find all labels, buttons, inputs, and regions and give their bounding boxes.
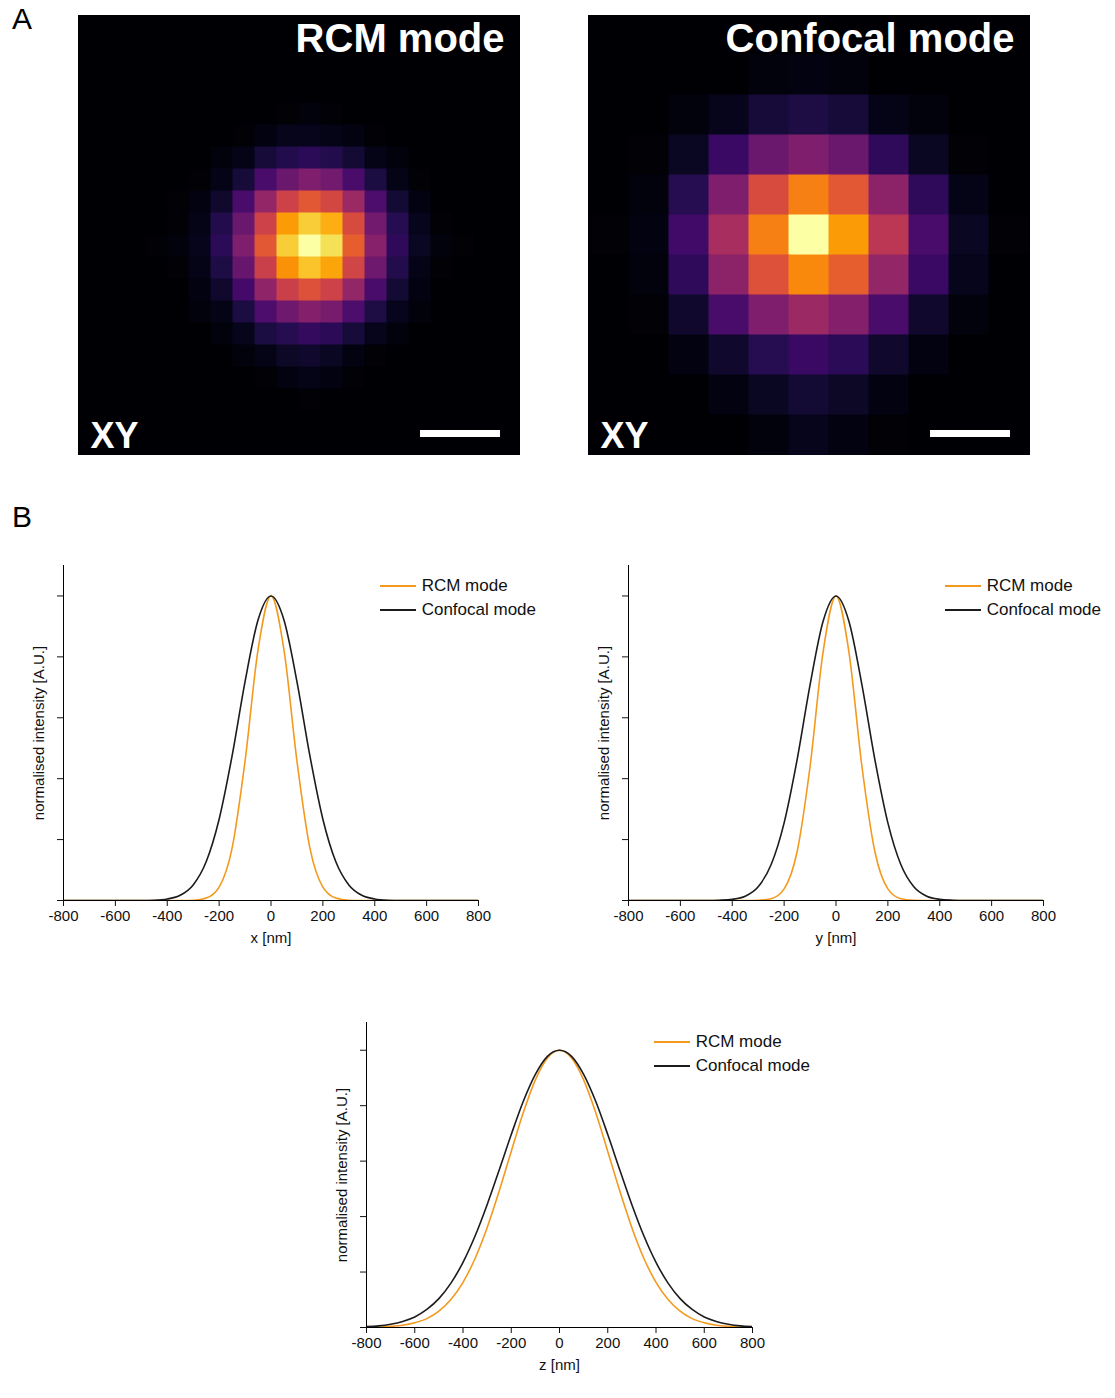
svg-text:XY: XY bbox=[91, 415, 139, 456]
svg-text:RCM mode: RCM mode bbox=[296, 16, 505, 60]
svg-text:400: 400 bbox=[643, 1334, 668, 1351]
svg-text:-400: -400 bbox=[717, 907, 747, 924]
svg-text:200: 200 bbox=[595, 1334, 620, 1351]
svg-text:400: 400 bbox=[927, 907, 952, 924]
svg-text:z [nm]: z [nm] bbox=[539, 1356, 580, 1373]
svg-text:-400: -400 bbox=[152, 907, 182, 924]
svg-text:200: 200 bbox=[310, 907, 335, 924]
svg-text:-600: -600 bbox=[100, 907, 130, 924]
html-text:RCM mode: RCM mode bbox=[986, 576, 1073, 595]
svg-text:800: 800 bbox=[1031, 907, 1056, 924]
svg-text:x [nm]: x [nm] bbox=[251, 929, 292, 946]
html-text:Confocal mode: Confocal mode bbox=[421, 600, 536, 619]
html-text:Confocal mode: Confocal mode bbox=[695, 1056, 810, 1075]
svg-text:600: 600 bbox=[414, 907, 439, 924]
svg-text:-400: -400 bbox=[448, 1334, 478, 1351]
svg-text:0: 0 bbox=[832, 907, 840, 924]
svg-text:-600: -600 bbox=[665, 907, 695, 924]
svg-text:800: 800 bbox=[740, 1334, 765, 1351]
svg-text:-800: -800 bbox=[351, 1334, 381, 1351]
svg-text:-600: -600 bbox=[400, 1334, 430, 1351]
svg-text:600: 600 bbox=[692, 1334, 717, 1351]
svg-text:normalised intensity [A.U.]: normalised intensity [A.U.] bbox=[333, 1088, 350, 1262]
svg-text:-800: -800 bbox=[48, 907, 78, 924]
svg-text:400: 400 bbox=[362, 907, 387, 924]
svg-text:0: 0 bbox=[267, 907, 275, 924]
svg-text:normalised intensity [A.U.]: normalised intensity [A.U.] bbox=[30, 646, 47, 820]
svg-text:Confocal mode: Confocal mode bbox=[726, 16, 1015, 60]
html-text:B: B bbox=[12, 500, 32, 533]
html-text:A: A bbox=[12, 2, 32, 35]
html-text:RCM mode: RCM mode bbox=[421, 576, 508, 595]
svg-text:200: 200 bbox=[875, 907, 900, 924]
html-text:Confocal mode: Confocal mode bbox=[986, 600, 1101, 619]
svg-text:800: 800 bbox=[466, 907, 491, 924]
svg-text:normalised intensity [A.U.]: normalised intensity [A.U.] bbox=[595, 646, 612, 820]
svg-text:0: 0 bbox=[555, 1334, 563, 1351]
svg-text:600: 600 bbox=[979, 907, 1004, 924]
svg-text:-200: -200 bbox=[769, 907, 799, 924]
svg-text:-200: -200 bbox=[496, 1334, 526, 1351]
html-text:RCM mode: RCM mode bbox=[695, 1032, 782, 1051]
svg-text:-800: -800 bbox=[613, 907, 643, 924]
svg-text:y [nm]: y [nm] bbox=[816, 929, 857, 946]
svg-text:-200: -200 bbox=[204, 907, 234, 924]
svg-text:XY: XY bbox=[601, 415, 649, 456]
